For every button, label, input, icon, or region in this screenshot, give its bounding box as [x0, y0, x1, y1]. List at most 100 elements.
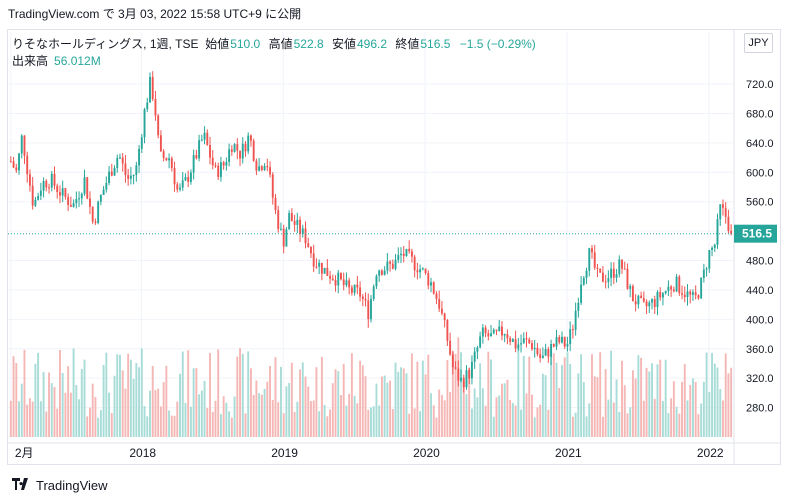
volume-bar [64, 392, 67, 437]
volume-bar [345, 405, 348, 437]
candle-body [61, 188, 64, 196]
volume-bar [531, 394, 533, 437]
volume-bar [340, 395, 342, 437]
volume-bar [320, 356, 323, 437]
volume-bar [686, 400, 689, 437]
volume-bar [580, 354, 583, 437]
candle-body [730, 230, 733, 234]
volume-bar [520, 409, 523, 437]
candle-body [670, 286, 673, 290]
volume-bar [566, 352, 569, 437]
candle-body [716, 219, 719, 245]
volume-bar [634, 378, 637, 437]
volume-bar [318, 411, 321, 437]
volume-bar [151, 365, 154, 437]
volume-bar [446, 360, 449, 437]
candle-body [307, 243, 310, 247]
volume-bar [719, 389, 722, 437]
volume-bar [200, 390, 203, 437]
volume-bar [342, 363, 345, 437]
volume-bar [249, 368, 252, 437]
candle-body [465, 370, 468, 388]
volume-bar [593, 376, 596, 437]
candle-body [683, 294, 686, 298]
candle-body [146, 102, 149, 110]
volume-bar [75, 384, 78, 437]
volume-bar [370, 407, 372, 437]
volume-bar [315, 367, 318, 437]
volume-bar [348, 393, 351, 437]
volume-bar [438, 389, 441, 437]
currency-button[interactable]: JPY [744, 33, 773, 53]
volume-bar [509, 399, 512, 437]
candle-body [460, 377, 462, 381]
volume-bar [119, 354, 121, 437]
candle-body [138, 148, 141, 166]
volume-bar [525, 393, 528, 437]
candle-body [601, 272, 604, 282]
volume-bar [252, 395, 255, 437]
candle-body [279, 228, 282, 230]
candle-body [184, 177, 187, 181]
candle-body [380, 270, 383, 275]
volume-bar [102, 364, 105, 437]
candle-body [383, 270, 386, 275]
candle-body [413, 256, 416, 271]
candle-body [591, 248, 593, 253]
candle-body [435, 293, 438, 299]
candle-body [364, 298, 367, 301]
candle-body [209, 145, 211, 158]
volume-bar [468, 368, 471, 437]
volume-bar [552, 353, 555, 437]
volume-bar [146, 416, 149, 437]
candle-body [239, 150, 241, 159]
candle-body [72, 203, 75, 207]
volume-bar [596, 377, 599, 437]
volume-bar [599, 352, 602, 437]
candle-body [449, 340, 452, 355]
volume-bar [558, 388, 561, 437]
volume-bar [440, 394, 443, 437]
volume-bar [271, 399, 274, 437]
volume-bar [372, 406, 375, 437]
legend-open: 510.0 [230, 37, 261, 51]
volume-bar [443, 400, 446, 437]
volume-bar [724, 353, 727, 437]
volume-bar [419, 411, 422, 437]
candle-body [310, 246, 312, 254]
volume-bar [198, 394, 201, 437]
volume-bar [424, 374, 427, 437]
volume-bar [89, 407, 91, 437]
candle-body [642, 298, 645, 302]
candle-body [588, 248, 591, 271]
volume-bar [266, 381, 269, 437]
candle-body [288, 213, 291, 230]
candle-body [585, 270, 588, 278]
candle-body [20, 135, 23, 154]
volume-bar [574, 412, 577, 437]
volume-bar [451, 351, 454, 437]
candle-body [634, 301, 637, 305]
candle-body [582, 277, 585, 285]
y-tick-label: 280.0 [746, 403, 774, 415]
candle-body [678, 276, 681, 294]
candle-body [563, 336, 566, 347]
volume-bar [241, 353, 244, 437]
y-tick-label: 600.0 [746, 167, 774, 179]
volume-bar [116, 354, 119, 437]
chart-frame[interactable] [7, 29, 781, 465]
candle-body [34, 199, 37, 206]
volume-bar [375, 383, 378, 437]
volume-bar [290, 362, 293, 437]
candle-body [105, 182, 108, 190]
candle-body [260, 166, 263, 171]
volume-bar [430, 393, 432, 437]
x-tick-label: 2021 [555, 446, 582, 460]
candle-body [408, 248, 411, 252]
candle-body [612, 268, 615, 278]
volume-bar [400, 367, 402, 437]
candle-body [727, 216, 730, 231]
volume-bar [356, 403, 359, 437]
volume-bar [642, 400, 645, 437]
